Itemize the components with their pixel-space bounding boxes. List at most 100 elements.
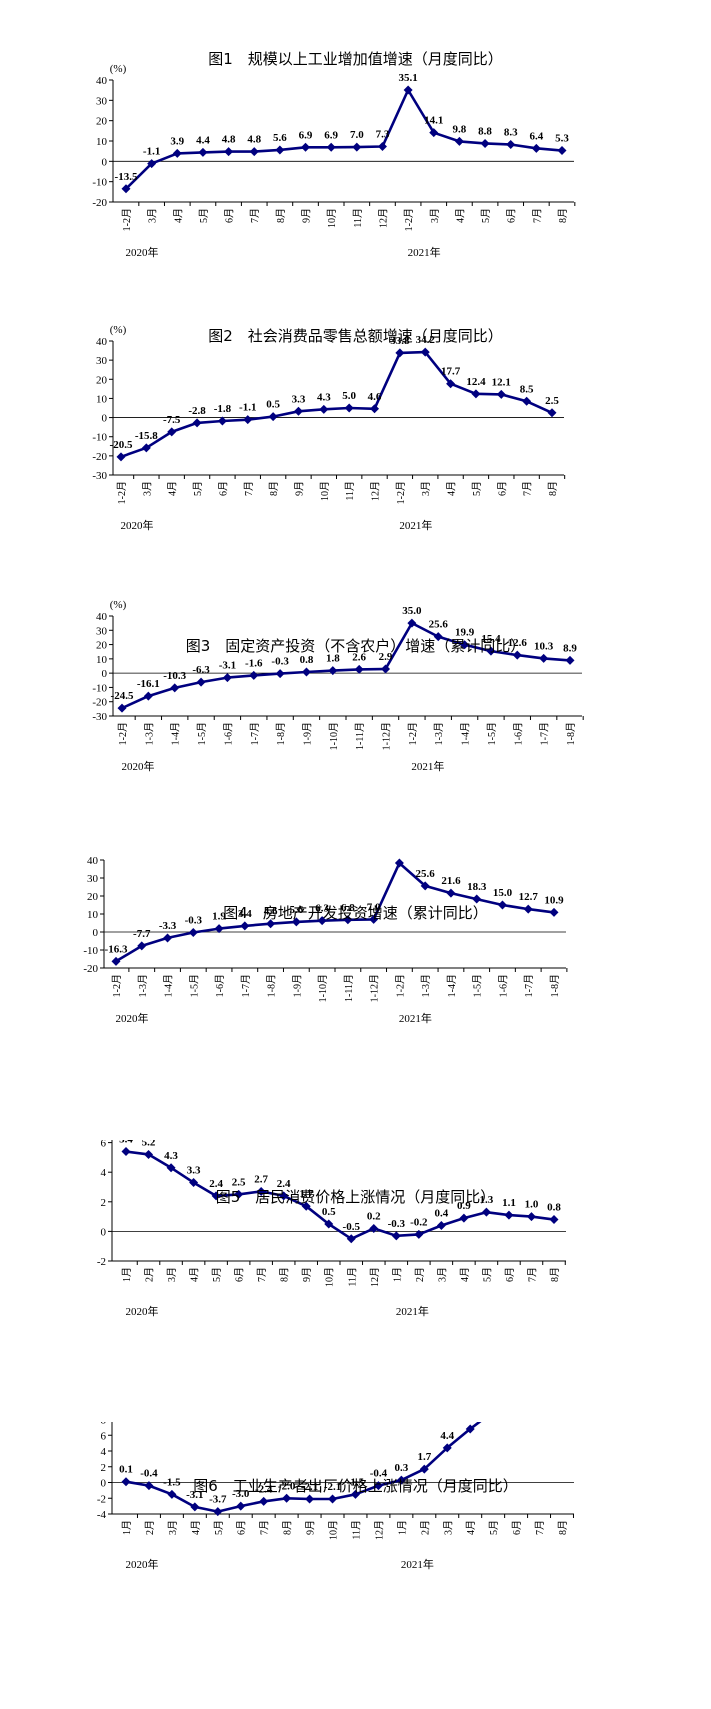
data-point — [459, 1213, 469, 1223]
y-axis-unit: (%) — [110, 599, 127, 611]
x-tick-label: 6月 — [504, 1267, 516, 1282]
data-label: 0.5 — [322, 1206, 336, 1218]
y-tick-label: 20 — [96, 374, 108, 386]
data-label: -1.6 — [245, 657, 263, 669]
data-point — [166, 1163, 176, 1173]
y-tick-label: 20 — [87, 891, 99, 903]
data-point — [234, 1189, 244, 1199]
x-tick-label: 3月 — [166, 1267, 178, 1282]
y-tick-label: 0 — [93, 927, 99, 939]
chart-plot: -20 -10 0 10 20 30 40(%) 1-2月 3月 4月 5月 6月 7月 8月 9月 10月 1… — [92, 63, 576, 259]
data-point — [217, 416, 227, 426]
data-label: 33.8 — [390, 335, 410, 347]
data-label: -2.4 — [255, 1483, 273, 1495]
data-label: 8.8 — [478, 125, 492, 137]
x-tick-label: 1-7月 — [240, 974, 252, 997]
chart-title: 图1 规模以上工业增加值增速（月度同比） — [208, 50, 503, 68]
x-tick-label: 7月 — [531, 208, 543, 223]
x-tick-label: 1-4月 — [170, 722, 182, 745]
x-tick-label: 8月 — [557, 1520, 569, 1535]
data-label: 4.6 — [264, 906, 278, 918]
data-point — [282, 1493, 292, 1503]
chart-3: 图3 固定资产投资（不含农户）增速（累计同比） -30 -20 -10 0 10 20 30… — [0, 570, 711, 855]
data-label: 2.5 — [232, 1176, 246, 1188]
y-tick-label: -2 — [97, 1256, 106, 1268]
x-tick-label: 2月 — [414, 1267, 426, 1282]
data-point — [433, 632, 443, 642]
data-point — [346, 1234, 356, 1244]
data-label: -0.4 — [140, 1468, 158, 1480]
y-axis-unit: (%) — [110, 63, 127, 75]
x-tick-label: 1-10月 — [317, 974, 329, 1002]
data-point — [167, 1489, 177, 1499]
data-point — [116, 452, 126, 462]
data-label: 2.9 — [379, 651, 393, 663]
x-tick-label: 4月 — [172, 208, 184, 223]
data-point — [275, 669, 285, 679]
x-tick-label: 9月 — [305, 1520, 317, 1535]
x-tick-label: 1-8月 — [565, 722, 577, 745]
data-point — [326, 142, 336, 152]
y-tick-label: -10 — [92, 682, 107, 694]
data-point — [259, 1496, 269, 1506]
x-tick-label: 10月 — [328, 1520, 340, 1540]
data-label: -7.7 — [133, 928, 151, 940]
x-tick-label: 6月 — [236, 1520, 248, 1535]
data-label: 34.2 — [416, 334, 436, 346]
data-point — [354, 664, 364, 674]
x-tick-label: 10月 — [319, 481, 331, 501]
y-tick-label: 0 — [101, 1478, 107, 1490]
year-label: 2020年 — [116, 1011, 149, 1025]
data-point — [319, 404, 329, 414]
data-point — [143, 691, 153, 701]
data-label: -16.1 — [137, 678, 160, 690]
x-tick-label: 5月 — [488, 1520, 500, 1535]
data-label: 4.4 — [196, 134, 210, 146]
x-tick-label: 2月 — [144, 1520, 156, 1535]
x-tick-label: 11月 — [352, 208, 364, 228]
data-label: 0.2 — [367, 1210, 381, 1222]
y-tick-label: 40 — [87, 855, 99, 867]
data-point — [121, 1146, 131, 1156]
x-tick-label: 8月 — [549, 1267, 561, 1282]
x-tick-label: 1-3月 — [433, 722, 445, 745]
data-point — [419, 1464, 429, 1474]
data-label: 1.1 — [502, 1197, 516, 1209]
x-tick-label: 1-5月 — [486, 722, 498, 745]
x-tick-label: 7月 — [522, 481, 534, 496]
data-label: 4.4 — [440, 1430, 454, 1442]
data-point — [557, 146, 567, 156]
data-label: 5.2 — [142, 1140, 156, 1148]
x-tick-label: 1-7月 — [523, 974, 535, 997]
data-label: -0.4 — [370, 1468, 388, 1480]
data-label: 7.0 — [350, 129, 364, 141]
x-tick-label: 1-10月 — [328, 722, 340, 750]
x-tick-label: 1-7月 — [249, 722, 261, 745]
data-point — [343, 915, 353, 925]
y-tick-label: -10 — [92, 432, 107, 444]
data-point — [328, 666, 338, 676]
x-tick-label: 1月 — [121, 1520, 133, 1535]
data-point — [377, 141, 387, 151]
data-label: 14.1 — [424, 115, 443, 127]
y-tick-label: 30 — [87, 873, 99, 885]
x-tick-label: 3月 — [420, 481, 432, 496]
x-tick-label: 10月 — [324, 1267, 336, 1287]
y-tick-label: -10 — [83, 945, 98, 957]
data-point — [301, 667, 311, 677]
data-point — [395, 348, 405, 358]
year-label: 2021年 — [401, 1557, 434, 1571]
data-point — [214, 924, 224, 934]
y-tick-label: 40 — [96, 336, 108, 348]
data-label: 0.5 — [266, 399, 280, 411]
data-label: -2.8 — [188, 405, 206, 417]
x-tick-label: 5月 — [192, 481, 204, 496]
data-label: 19.9 — [455, 627, 475, 639]
y-tick-label: 2 — [101, 1462, 107, 1474]
x-tick-label: 5月 — [211, 1267, 223, 1282]
data-label: -2.0 — [278, 1480, 296, 1492]
x-tick-label: 9月 — [301, 1267, 313, 1282]
x-tick-label: 5月 — [213, 1520, 225, 1535]
chart-2: 图2 社会消费品零售总额增速（月度同比） -30 -20 -10 0 10 20 30 40(… — [0, 285, 711, 570]
data-point — [279, 1191, 289, 1201]
